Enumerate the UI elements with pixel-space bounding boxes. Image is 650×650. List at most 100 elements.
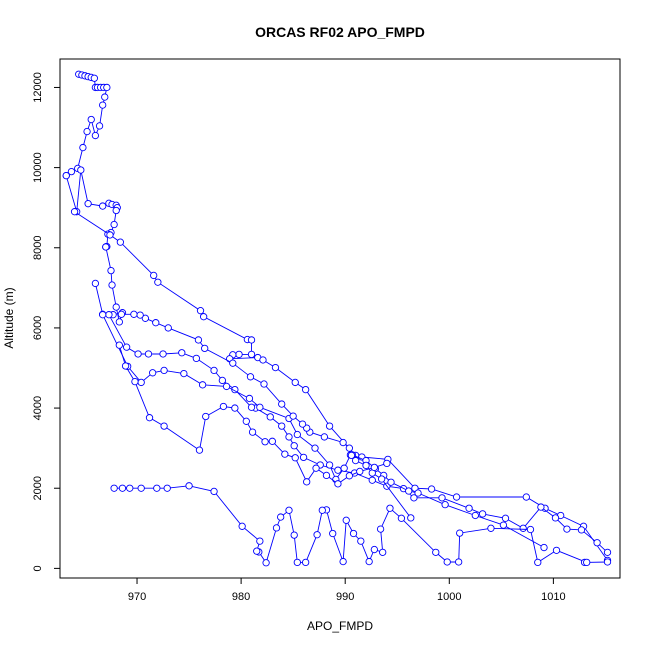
data-point xyxy=(370,463,378,472)
y-tick-label: 6000 xyxy=(32,316,44,340)
data-point xyxy=(312,464,320,472)
data-point xyxy=(298,420,307,428)
data-point xyxy=(299,453,308,462)
y-axis: 0 2000 4000 6000 8000 10000 12000 xyxy=(32,72,61,571)
data-point xyxy=(95,122,104,130)
data-point xyxy=(302,558,310,567)
data-point xyxy=(407,514,415,522)
data-series xyxy=(62,70,111,180)
data-point xyxy=(551,514,560,522)
data-point xyxy=(342,516,350,524)
data-point xyxy=(159,350,167,358)
data-point xyxy=(118,484,127,492)
series-line xyxy=(114,485,608,564)
data-point xyxy=(340,464,348,472)
data-point xyxy=(537,503,545,511)
data-point xyxy=(552,546,561,554)
data-point xyxy=(91,279,100,288)
data-point xyxy=(198,381,207,389)
x-tick-label: 990 xyxy=(336,591,354,603)
data-point xyxy=(152,319,160,327)
data-point xyxy=(577,526,586,534)
data-point xyxy=(192,354,201,363)
data-point xyxy=(248,428,257,436)
data-point xyxy=(103,83,111,92)
data-point xyxy=(83,127,91,136)
data-point xyxy=(334,466,342,474)
x-axis: 970 980 990 1000 1010 xyxy=(128,577,566,603)
data-point xyxy=(154,278,162,286)
data-point xyxy=(456,529,464,537)
data-point xyxy=(106,231,114,239)
data-point xyxy=(261,438,269,446)
data-point xyxy=(116,238,125,246)
data-point xyxy=(478,510,487,518)
data-point xyxy=(325,461,334,469)
data-point xyxy=(79,143,87,152)
data-point xyxy=(289,412,297,420)
data-point xyxy=(185,482,193,490)
data-point xyxy=(362,461,370,470)
data-point xyxy=(345,444,354,452)
y-tick-label: 0 xyxy=(32,565,44,571)
data-point xyxy=(443,558,451,566)
data-point xyxy=(414,489,422,497)
data-point xyxy=(365,557,373,566)
data-point xyxy=(115,341,123,349)
data-point xyxy=(260,380,268,388)
y-tick-label: 8000 xyxy=(32,236,44,260)
data-point xyxy=(242,417,250,425)
data-point xyxy=(293,558,301,567)
series-line xyxy=(102,314,545,548)
data-point xyxy=(253,547,261,555)
data-point xyxy=(160,422,168,430)
data-point xyxy=(121,362,130,370)
data-point xyxy=(293,430,301,439)
data-point xyxy=(141,314,150,322)
data-point xyxy=(137,378,145,387)
data-point xyxy=(339,557,347,566)
data-point xyxy=(471,511,479,520)
data-point xyxy=(62,171,70,180)
data-point xyxy=(180,369,188,378)
y-tick-label: 2000 xyxy=(32,476,44,500)
data-point xyxy=(108,281,116,289)
data-point xyxy=(519,524,527,532)
data-point xyxy=(150,271,158,280)
data-point xyxy=(102,243,110,251)
data-point xyxy=(290,442,298,450)
data-point xyxy=(499,521,508,529)
data-point xyxy=(256,537,264,545)
data-point xyxy=(534,558,542,567)
data-point xyxy=(540,543,548,552)
data-point xyxy=(325,422,334,430)
data-point xyxy=(259,356,267,364)
data-point xyxy=(563,525,571,533)
data-point xyxy=(339,438,347,447)
data-point xyxy=(153,484,161,492)
data-point xyxy=(67,167,76,176)
data-point xyxy=(247,403,256,411)
data-point xyxy=(160,366,168,375)
data-point xyxy=(376,525,385,533)
data-point xyxy=(368,476,376,484)
data-series xyxy=(70,208,612,565)
data-point xyxy=(99,202,107,210)
data-point xyxy=(222,382,231,391)
x-tick-label: 970 xyxy=(128,591,146,603)
x-tick-label: 1010 xyxy=(541,591,565,603)
data-point xyxy=(238,522,246,530)
data-point xyxy=(318,506,326,514)
data-point xyxy=(351,456,360,465)
data-point xyxy=(144,350,153,358)
data-point xyxy=(235,350,243,359)
y-tick-label: 12000 xyxy=(32,72,44,103)
data-point xyxy=(322,471,331,480)
x-tick-label: 1000 xyxy=(437,591,461,603)
y-tick-label: 4000 xyxy=(32,396,44,420)
data-point xyxy=(345,472,354,480)
data-point xyxy=(405,487,413,495)
data-point xyxy=(329,529,337,538)
data-point xyxy=(302,385,310,394)
